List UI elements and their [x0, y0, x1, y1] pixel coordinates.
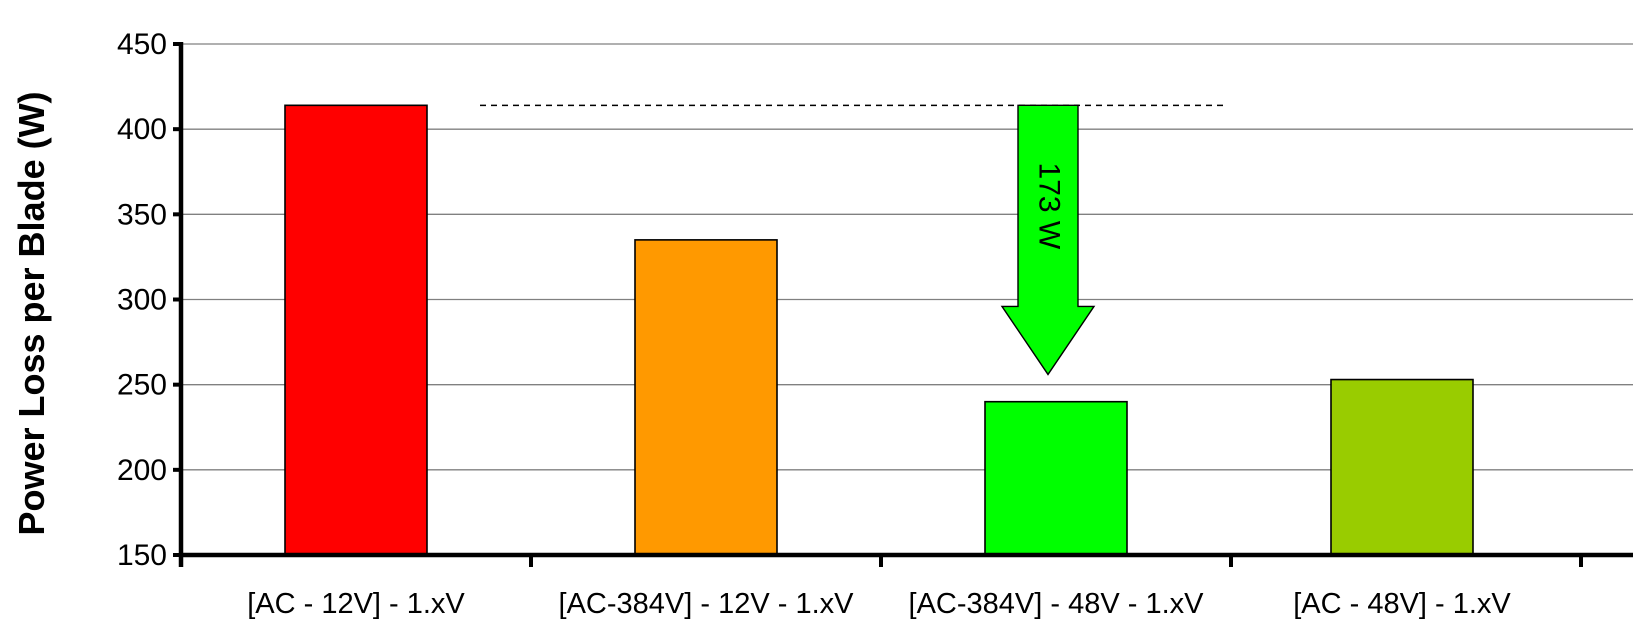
arrow-label: 173 W [1033, 163, 1066, 250]
y-tick-label: 300 [117, 284, 167, 317]
x-category-label: [AC-384V] - 12V - 1.xV [559, 588, 855, 620]
bar [984, 400, 1128, 556]
axes [173, 42, 1633, 567]
y-tick-label: 350 [117, 198, 167, 231]
bar [284, 104, 428, 556]
bar [634, 239, 778, 556]
x-category-label: [AC-384V] - 48V - 1.xV [909, 588, 1205, 620]
y-tick-label: 150 [117, 539, 167, 572]
y-tick-label: 250 [117, 369, 167, 402]
y-tick-label: 400 [117, 113, 167, 146]
y-axis-label: Power Loss per Blade (W) [11, 91, 52, 535]
reduction-arrow: 173 W [1000, 104, 1096, 376]
bar [1330, 378, 1474, 556]
x-category-label: [AC - 48V] - 1.xV [1293, 588, 1511, 620]
x-category-labels: [AC - 12V] - 1.xV [AC-384V] - 12V - 1.xV [… [247, 588, 1511, 620]
down-arrow-icon [1000, 104, 1096, 376]
bars [284, 104, 1474, 556]
y-tick-label: 200 [117, 454, 167, 487]
y-tick-labels: 150 200 250 300 350 400 450 [117, 28, 167, 572]
x-category-label: [AC - 12V] - 1.xV [247, 588, 465, 620]
y-tick-label: 450 [117, 28, 167, 61]
